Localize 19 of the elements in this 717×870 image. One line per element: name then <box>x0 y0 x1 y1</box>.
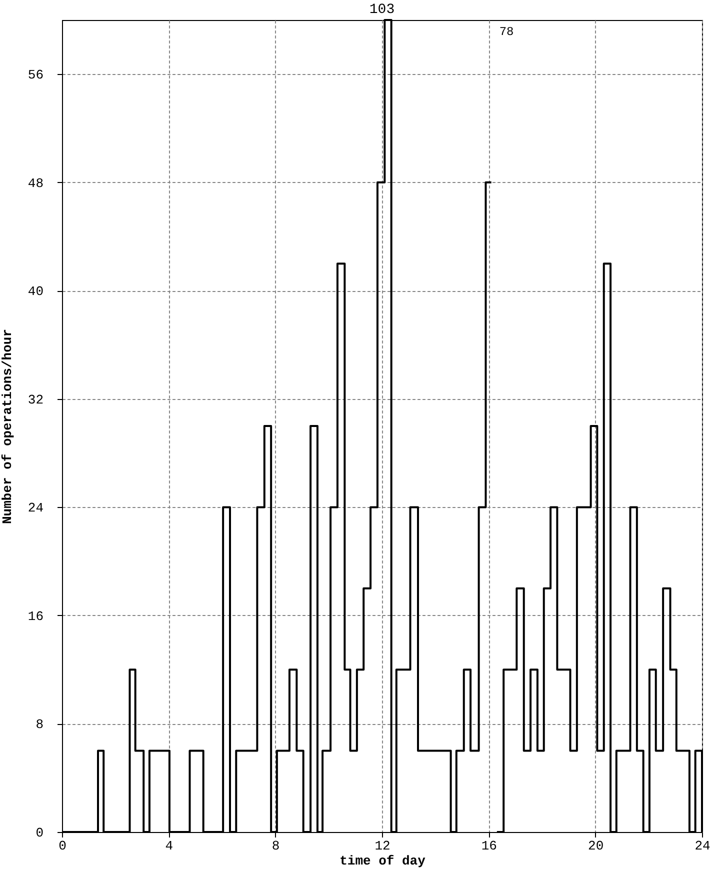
y-tick-label: 40 <box>28 284 44 300</box>
annotation: 78 <box>499 25 514 39</box>
y-tick-label: 16 <box>28 608 44 624</box>
x-tick-label: 8 <box>272 838 280 854</box>
y-tick-label: 32 <box>28 392 44 408</box>
x-axis-title: time of day <box>340 854 426 868</box>
x-tick-label: 16 <box>481 838 497 854</box>
y-tick-label: 0 <box>36 826 44 840</box>
text: 103 <box>369 2 395 18</box>
y-tick-label: 8 <box>36 717 44 732</box>
x-tick-label: 20 <box>588 838 604 854</box>
y-tick-label: 48 <box>28 176 44 191</box>
y-axis-title: Number of operations/hour <box>0 328 15 524</box>
y-tick-label: 56 <box>28 68 44 83</box>
y-tick-label: 24 <box>28 500 44 516</box>
x-tick-label: 0 <box>58 838 66 854</box>
x-tick-label: 24 <box>694 838 710 854</box>
x-tick-label: 4 <box>165 838 174 854</box>
x-tick-label: 12 <box>374 838 390 854</box>
